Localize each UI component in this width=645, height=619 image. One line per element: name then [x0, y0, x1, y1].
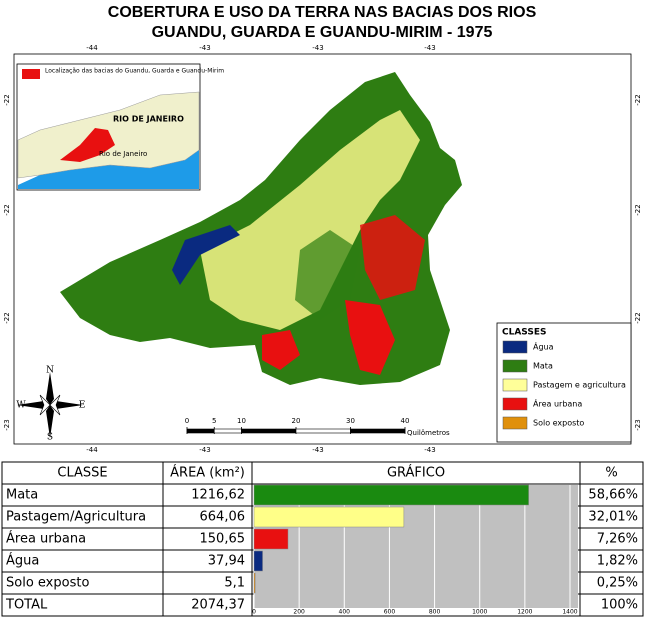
coord-label: -22 [634, 312, 642, 323]
title-line: COBERTURA E USO DA TERRA NAS BACIAS DOS … [108, 4, 537, 21]
inset-legend: Localização das bacias do Guandu, Guarda… [45, 68, 224, 75]
scale-label: 10 [237, 417, 246, 425]
table-cell: 58,66% [588, 488, 638, 503]
x-tick-label: 0 [252, 609, 256, 616]
table-cell: TOTAL [5, 598, 48, 613]
scale-label: 30 [346, 417, 355, 425]
coord-label: -23 [634, 419, 642, 430]
legend-label: Mata [533, 362, 553, 371]
table-header: ÁREA (km²) [170, 465, 245, 481]
coord-label: -43 [312, 44, 323, 52]
compass-e: E [79, 401, 86, 411]
chart-bg [254, 485, 578, 608]
table-cell: Água [6, 553, 39, 569]
legend-label: Área urbana [533, 398, 582, 409]
table-cell: 150,65 [200, 532, 246, 547]
compass [17, 372, 83, 438]
scale-unit: Quilômetros [407, 429, 450, 437]
table-cell: 2074,37 [191, 598, 245, 613]
coord-label: -22 [634, 204, 642, 215]
table-cell: 664,06 [200, 510, 246, 525]
coord-label: -43 [424, 446, 435, 454]
coord-label: -44 [86, 446, 98, 454]
table-cell: 5,1 [224, 576, 245, 591]
bar [253, 528, 289, 550]
inset-state: RIO DE JANEIRO [113, 115, 184, 124]
legend-swatch [502, 397, 528, 411]
coord-label: -22 [3, 204, 11, 215]
scale-label: 40 [401, 417, 410, 425]
basin [60, 72, 462, 385]
compass-w: W [16, 401, 26, 411]
legend-swatch [502, 416, 528, 430]
inset-map [16, 63, 201, 191]
table-cell: Área urbana [6, 531, 86, 547]
legend-swatch [502, 378, 528, 392]
scale-label: 20 [292, 417, 301, 425]
table-cell: 1216,62 [191, 488, 245, 503]
scale-segment [350, 428, 406, 434]
table-cell: 7,26% [597, 532, 638, 547]
table-header: % [605, 466, 617, 481]
bar [253, 550, 263, 572]
compass-n: N [46, 366, 54, 376]
legend-swatch [502, 359, 528, 373]
inset-city: Rio de Janeiro [99, 150, 147, 158]
bar [253, 506, 405, 528]
bar [253, 484, 529, 506]
table-cell: Solo exposto [6, 576, 89, 591]
x-tick-label: 1400 [562, 609, 577, 616]
scale-segment [186, 428, 215, 434]
coord-label: -44 [86, 44, 98, 52]
coord-label: -22 [3, 312, 11, 323]
legend-label: Água [533, 341, 554, 352]
scale-label: 0 [185, 417, 189, 425]
legend-label: Solo exposto [533, 419, 584, 428]
bar [253, 572, 256, 594]
legend-title: CLASSES [502, 328, 547, 338]
x-tick-label: 600 [384, 609, 396, 616]
scale-label: 5 [212, 417, 216, 425]
legend-label: Pastagem e agricultura [533, 381, 626, 390]
x-tick-label: 1000 [472, 609, 487, 616]
x-tick-label: 400 [339, 609, 351, 616]
table-cell: 100% [601, 598, 638, 613]
x-tick-label: 1200 [517, 609, 532, 616]
table-cell: 0,25% [597, 576, 638, 591]
table-border [1, 461, 644, 617]
legend-swatch [502, 340, 528, 354]
title-line: GUANDU, GUARDA E GUANDU-MIRIM - 1975 [152, 24, 493, 41]
table-cell: 37,94 [208, 554, 245, 569]
table-cell: 32,01% [588, 510, 638, 525]
compass-s: S [47, 433, 53, 443]
table-cell: 1,82% [597, 554, 638, 569]
scale-segment [241, 428, 297, 434]
table-header: CLASSE [57, 466, 107, 481]
table-header: GRÁFICO [387, 465, 445, 481]
coord-label: -43 [199, 446, 210, 454]
scale-segment [213, 428, 242, 434]
scale-segment [295, 428, 351, 434]
coord-label: -43 [199, 44, 210, 52]
coord-label: -23 [3, 419, 11, 430]
coord-label: -43 [312, 446, 323, 454]
coord-label: -22 [634, 94, 642, 105]
coord-label: -22 [3, 94, 11, 105]
x-tick-label: 200 [293, 609, 305, 616]
table-cell: Mata [6, 488, 38, 503]
x-tick-label: 800 [429, 609, 441, 616]
coord-label: -43 [424, 44, 435, 52]
table-cell: Pastagem/Agricultura [6, 510, 146, 525]
